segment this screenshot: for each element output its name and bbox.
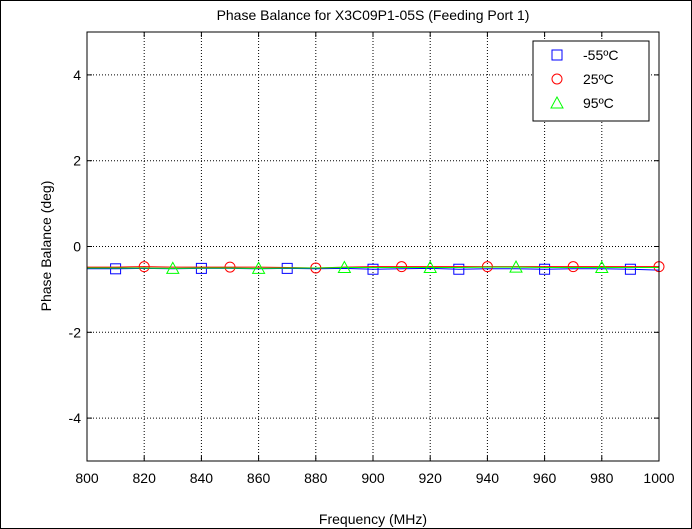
series-marker-2 [224,261,236,273]
x-tick-label: 820 [133,470,157,486]
series-marker-2 [567,261,579,273]
series-line-2 [87,266,659,269]
legend-marker-2 [551,73,563,85]
y-tick-label: 0 [73,239,81,255]
series-marker-3 [594,260,609,274]
series-marker-1 [367,263,379,275]
plot-area-border [86,31,660,462]
x-tick-label: 800 [75,470,99,486]
series-marker-1 [624,263,636,275]
y-tick-label: 4 [73,67,81,83]
x-tick-label: 940 [476,470,500,486]
legend: -55ºC 25ºC 95ºC [532,40,650,122]
x-axis-label: Frequency (MHz) [319,511,427,527]
series-marker-3 [165,261,180,274]
tick-labels: 800 820 840 860 880 900 920 940 960 980 1000 -4 -2 0 2… [69,67,675,486]
y-tick-label: -2 [69,324,82,340]
series-marker-1 [453,263,465,275]
y-tick-label: -4 [69,410,82,426]
x-tick-label: 960 [533,470,557,486]
legend-label-1: -55ºC [583,47,618,63]
series-marker-1 [539,263,551,275]
legend-label-2: 25ºC [583,71,614,87]
series-marker-2 [396,261,408,273]
x-tick-label: 1000 [643,470,674,486]
x-tick-label: 900 [361,470,385,486]
series-marker-2 [138,261,150,273]
series-group [87,260,665,275]
grid [86,32,660,461]
x-tick-label: 880 [304,470,328,486]
legend-marker-3 [550,95,564,109]
legend-label-3: 95ºC [583,95,614,111]
y-tick-label: 2 [73,153,81,169]
series-marker-3 [509,260,523,273]
series-line-3 [87,266,659,269]
x-tick-label: 840 [190,470,214,486]
series-marker-3 [423,260,438,274]
series-marker-3 [251,261,266,274]
series-marker-1 [110,263,122,275]
x-tick-label: 860 [247,470,271,486]
series-marker-3 [337,260,352,274]
x-tick-label: 920 [419,470,443,486]
x-tick-label: 980 [590,470,614,486]
legend-marker-1 [551,49,563,61]
y-axis-label: Phase Balance (deg) [38,181,54,312]
chart-title: Phase Balance for X3C09P1-05S (Feeding P… [217,7,530,23]
